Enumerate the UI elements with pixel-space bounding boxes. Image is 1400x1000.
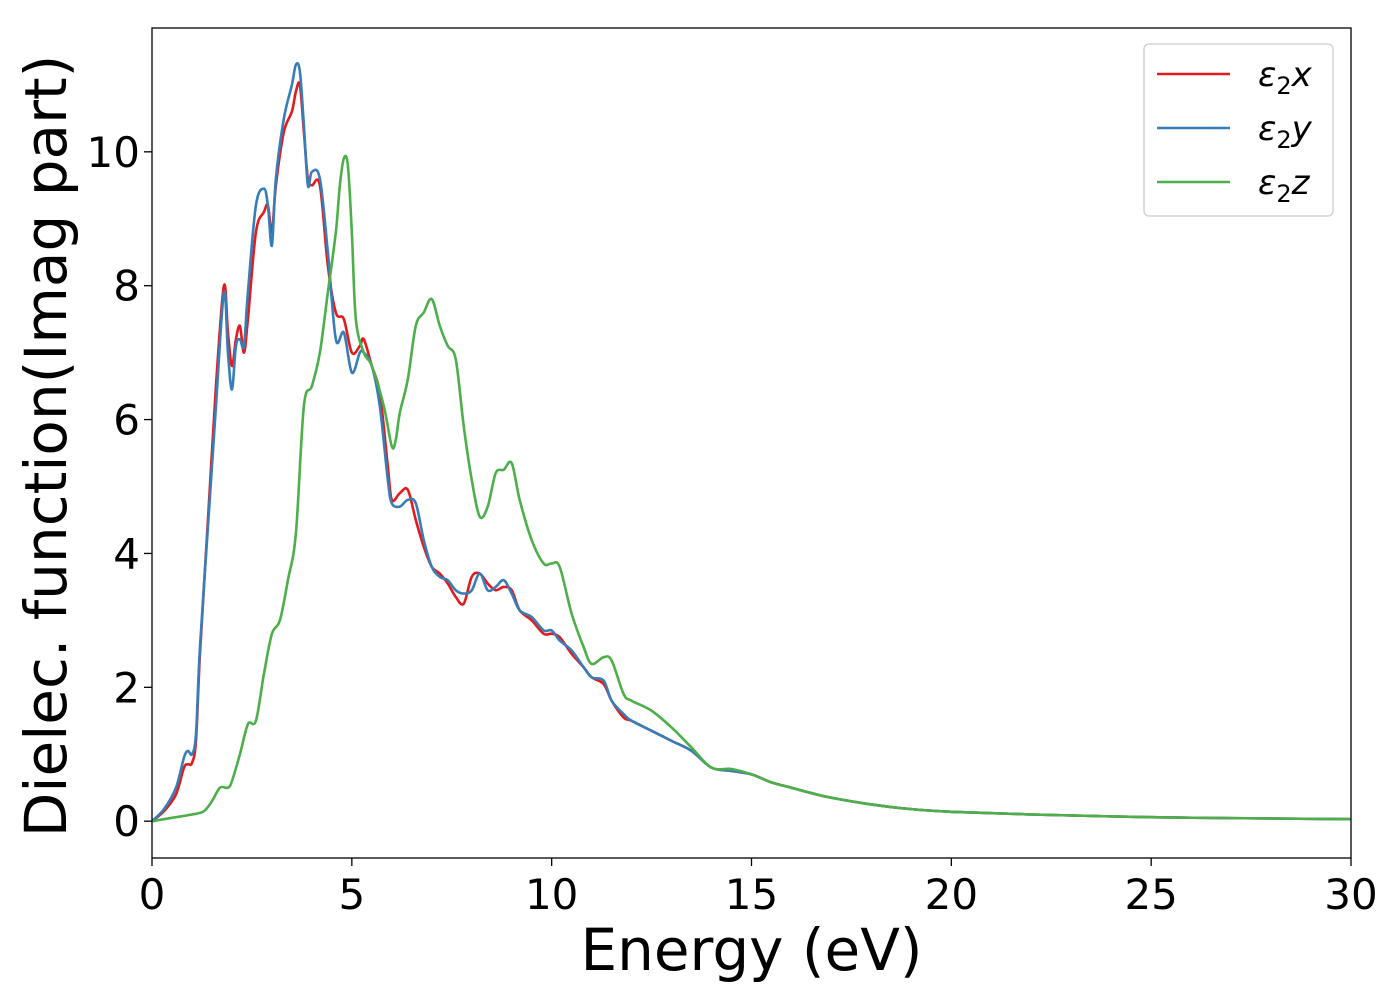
x-tick-label: 15 [725,870,778,919]
x-axis-label: Energy (eV) [580,916,922,984]
y-tick-label: 10 [87,128,140,177]
y-tick-label: 8 [113,262,140,311]
series-line-z [152,154,1351,823]
y-tick-label: 6 [113,396,140,445]
legend-label-y: ε2y [1258,109,1313,154]
y-axis-label: Dielec. function(Imag part) [12,55,80,838]
x-tick-label: 25 [1124,870,1177,919]
x-axis: 0 5 10 15 20 25 30 [139,858,1378,919]
legend-box [1143,43,1334,217]
y-tick-label: 0 [113,797,140,846]
x-tick-label: 30 [1324,870,1377,919]
legend-label-x: ε2x [1258,55,1313,100]
legend-label-z: ε2z [1258,163,1311,208]
y-tick-label: 2 [113,663,140,712]
x-tick-label: 10 [525,870,578,919]
x-tick-label: 0 [139,870,166,919]
legend: ε2x ε2y ε2z [1143,43,1334,217]
y-tick-label: 4 [113,529,140,578]
x-tick-label: 20 [925,870,978,919]
plot-area [152,62,1351,823]
x-tick-label: 5 [338,870,365,919]
y-axis: 0 2 4 6 8 10 [87,128,152,846]
